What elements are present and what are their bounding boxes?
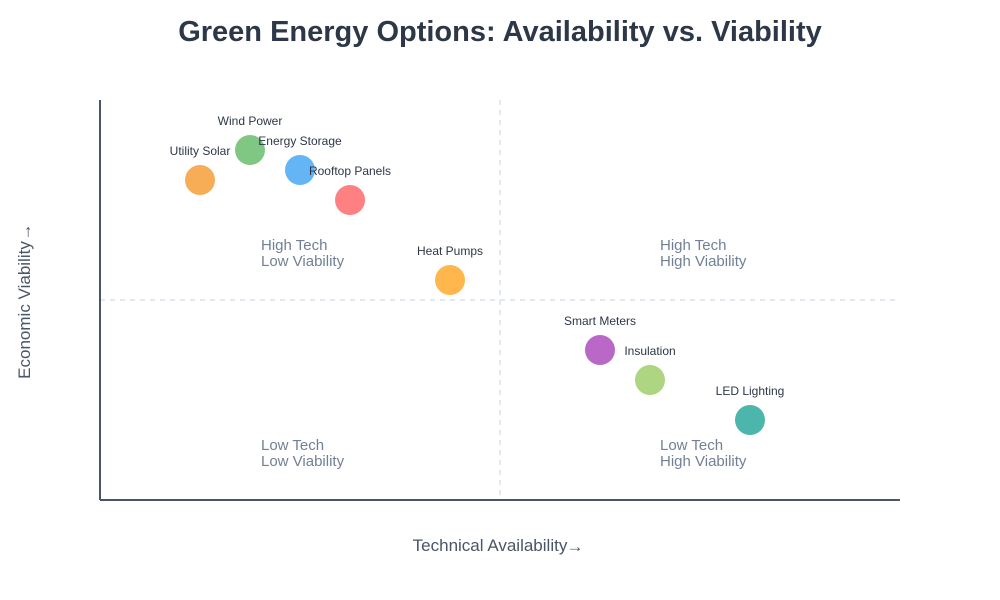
point-label-energy-storage: Energy Storage [258, 134, 342, 148]
point-label-led-lighting: LED Lighting [716, 384, 785, 398]
point-label-utility-solar: Utility Solar [170, 144, 231, 158]
x-axis-label: Technical Availability [413, 536, 568, 555]
point-led-lighting [735, 405, 765, 435]
quadrant-label-top-left: High Tech Low Viability [261, 237, 345, 270]
y-axis-arrow: → [16, 224, 35, 241]
point-rooftop-panels [335, 185, 365, 215]
point-label-rooftop-panels: Rooftop Panels [309, 164, 391, 178]
plot-area: High Tech Low Viability High Tech High Viab… [99, 100, 900, 501]
point-label-wind-power: Wind Power [218, 114, 283, 128]
point-insulation [635, 365, 665, 395]
point-label-heat-pumps: Heat Pumps [417, 244, 483, 258]
point-label-insulation: Insulation [624, 344, 675, 358]
point-smart-meters [585, 335, 615, 365]
point-heat-pumps [435, 265, 465, 295]
quadrant-label-bottom-right: Low Tech High Viability [660, 437, 747, 470]
quadrant-label-top-right: High Tech High Viability [660, 237, 747, 270]
point-energy-storage [285, 155, 315, 185]
point-label-smart-meters: Smart Meters [564, 314, 636, 328]
chart-title: Green Energy Options: Availability vs. V… [178, 16, 822, 48]
point-utility-solar [185, 165, 215, 195]
point-wind-power [235, 135, 265, 165]
quadrant-label-bottom-left: Low Tech Low Viability [261, 437, 345, 470]
x-axis-arrow: → [567, 537, 584, 556]
y-axis-label: Economic Viability [15, 241, 34, 379]
